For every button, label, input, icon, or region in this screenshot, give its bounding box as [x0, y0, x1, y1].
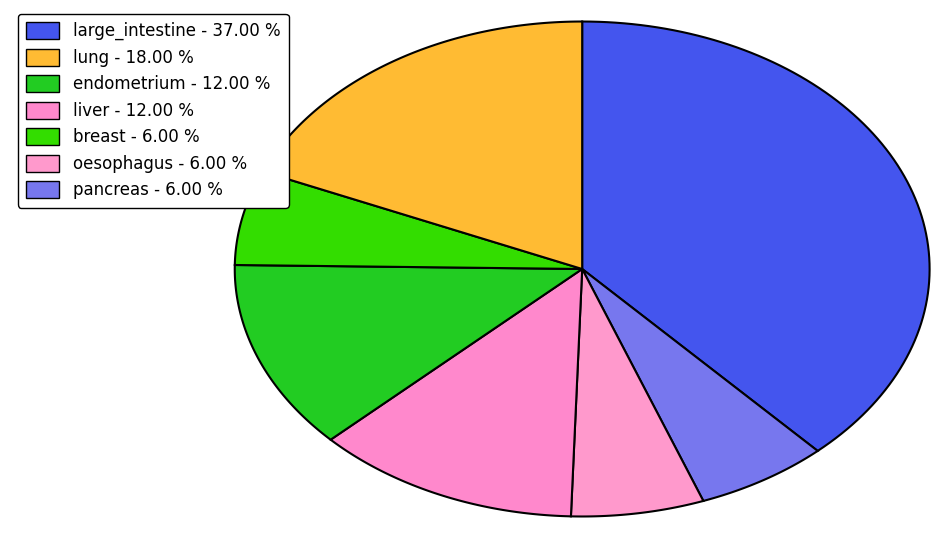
Polygon shape: [263, 22, 582, 269]
Polygon shape: [235, 265, 582, 440]
Polygon shape: [582, 22, 930, 451]
Polygon shape: [571, 269, 703, 516]
Legend: large_intestine - 37.00 %, lung - 18.00 %, endometrium - 12.00 %, liver - 12.00 : large_intestine - 37.00 %, lung - 18.00 …: [18, 13, 288, 208]
Polygon shape: [582, 269, 818, 501]
Polygon shape: [235, 172, 582, 269]
Polygon shape: [331, 269, 582, 516]
